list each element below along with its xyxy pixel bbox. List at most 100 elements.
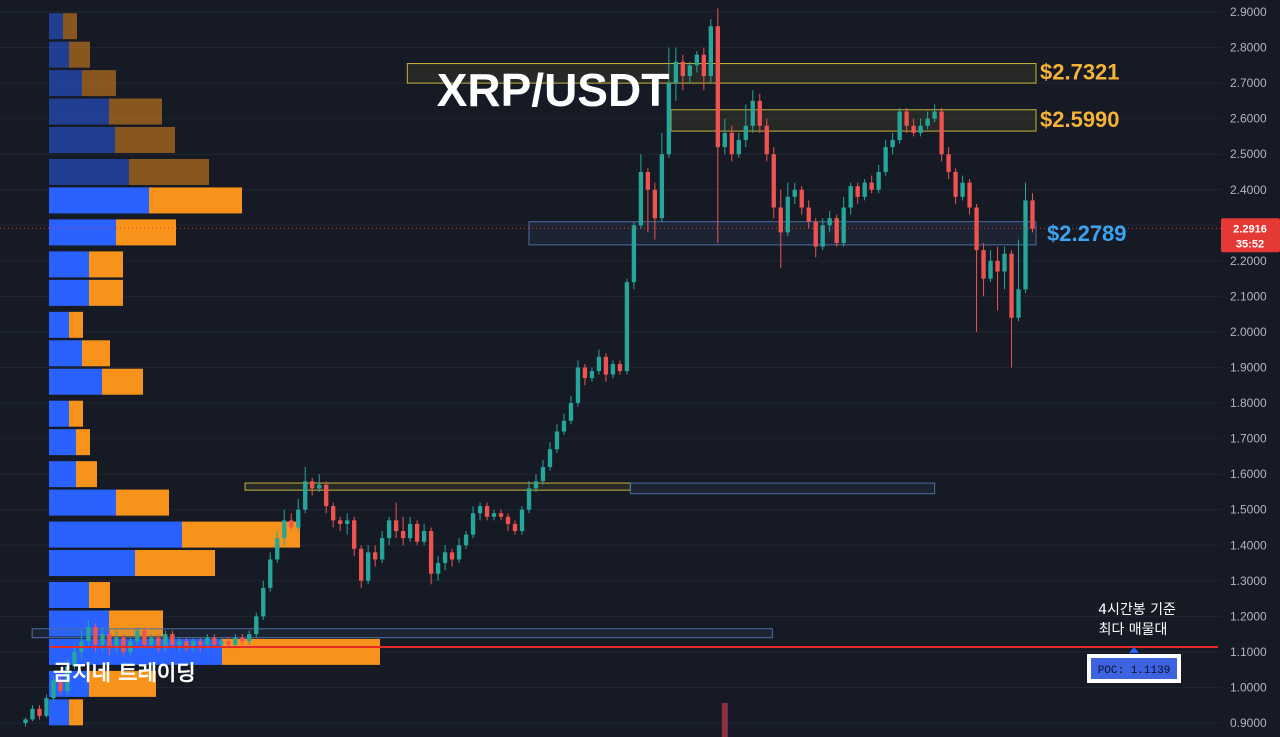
vp-sell-bar [102, 368, 143, 395]
candle-body [72, 651, 77, 667]
vp-sell-bar [116, 489, 169, 516]
candle-body [659, 154, 665, 219]
candle-body [610, 363, 616, 375]
vp-buy-bar [49, 489, 116, 516]
y-tick-label: 1.8000 [1230, 396, 1267, 410]
candle-body [163, 634, 168, 649]
vp-sell-bar [135, 550, 215, 577]
candle-body [540, 467, 546, 482]
candle-body [268, 559, 273, 588]
candle-body [365, 552, 371, 581]
candle-body [722, 132, 727, 148]
candle-body [505, 516, 511, 524]
candle-body [498, 513, 504, 517]
candle-body [519, 509, 525, 532]
volume-bar [721, 703, 728, 737]
vp-sell-bar [76, 429, 90, 456]
candle-body [883, 147, 888, 172]
candle-body [757, 100, 762, 126]
y-tick-label: 2.9000 [1230, 5, 1267, 19]
vp-buy-bar [49, 251, 89, 278]
vp-buy-bar [49, 550, 135, 577]
vp-sell-bar [82, 340, 110, 367]
vp-buy-bar [49, 582, 89, 609]
candle-body [1023, 200, 1028, 290]
candle-body [652, 189, 658, 219]
candle-body [701, 54, 706, 76]
vp-sell-bar [89, 670, 156, 697]
candle-body [296, 509, 301, 528]
vp-sell-bar [129, 158, 209, 185]
vp-buy-bar [49, 219, 116, 246]
y-tick-label: 2.6000 [1230, 112, 1267, 126]
y-tick-label: 0.9000 [1230, 716, 1267, 730]
vp-sell-bar [89, 582, 110, 609]
candle-body [44, 698, 49, 716]
candle-body [708, 26, 713, 76]
y-tick-label: 1.0000 [1230, 680, 1267, 694]
candle-body [477, 506, 483, 514]
candle-body [135, 630, 140, 642]
candle-body [771, 154, 776, 208]
candle-body [1016, 289, 1021, 318]
y-tick-label: 2.0000 [1230, 325, 1267, 339]
candle-body [240, 637, 245, 642]
candle-body [932, 111, 937, 119]
vp-buy-bar [49, 429, 76, 456]
vp-buy-bar [49, 699, 69, 726]
candle-body [890, 139, 895, 148]
vp-buy-bar [49, 41, 69, 68]
candle-body [198, 641, 203, 645]
candle-body [729, 132, 734, 155]
candle-body [988, 260, 993, 279]
candle-body [331, 506, 336, 521]
candle-body [37, 708, 42, 716]
candle-body [170, 634, 175, 645]
vp-sell-bar [69, 699, 83, 726]
candle-body [1030, 200, 1035, 229]
candle-body [806, 207, 811, 222]
y-tick-label: 1.3000 [1230, 574, 1267, 588]
candle-body [799, 189, 804, 208]
candle-body [51, 680, 56, 699]
candle-body [324, 484, 329, 507]
candle-body [876, 171, 881, 190]
candle-body [338, 520, 343, 524]
vp-buy-bar [49, 98, 109, 125]
vp-buy-bar [49, 340, 82, 367]
candle-body [226, 641, 231, 645]
candle-body [435, 563, 441, 574]
candle-body [813, 221, 818, 247]
candle-body [533, 481, 539, 489]
y-axis[interactable]: 2.90002.80002.70002.60002.50002.40002.30… [1230, 5, 1267, 730]
candle-body [939, 111, 944, 155]
vp-buy-bar [49, 368, 102, 395]
candle-body [282, 520, 287, 539]
candle-body [184, 641, 189, 649]
candle-body [750, 100, 755, 126]
candle-body [442, 552, 448, 564]
candle-body [995, 260, 1000, 272]
vp-sell-bar [222, 638, 380, 665]
level-label: $2.2789 [1047, 221, 1127, 246]
level-labels: $2.7321 $2.5990 $2.2789 [1040, 60, 1127, 246]
y-tick-label: 1.6000 [1230, 467, 1267, 481]
candle-body [582, 367, 588, 379]
vp-sell-bar [69, 41, 90, 68]
candle-body [981, 250, 986, 279]
candle-body [967, 182, 972, 208]
candle-body [673, 61, 679, 84]
candle-body [680, 61, 686, 76]
candle-body [393, 520, 399, 532]
vp-buy-bar [49, 400, 69, 427]
supply-zone [670, 109, 1037, 132]
candle-body [254, 616, 259, 635]
vp-buy-bar [49, 13, 63, 40]
candle-body [715, 26, 720, 148]
candle-body [386, 520, 392, 539]
candle-body [219, 641, 224, 645]
y-tick-label: 1.4000 [1230, 538, 1267, 552]
candle-body [310, 481, 315, 489]
candle-body [484, 506, 490, 517]
